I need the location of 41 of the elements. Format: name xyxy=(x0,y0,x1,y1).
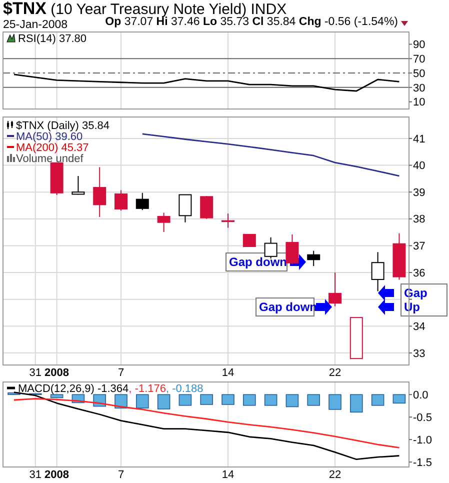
x-tick-label: 14 xyxy=(222,469,234,481)
legend-title: $TNX (Daily) 35.84 xyxy=(16,120,110,132)
chart-title: $TNX (10 Year Treasury Note Yield) INDX xyxy=(3,0,287,18)
text: Op 37.07 Hi 37.46 Lo 35.73 Cl 35.84 Chg -0.56 (-1.54%) xyxy=(105,16,398,28)
chart-subtitle: 25-Jan-2008 xyxy=(3,19,68,31)
x-tick-label: 7 xyxy=(118,367,124,379)
x-tick-label: 2008 xyxy=(44,469,70,481)
y-tick-label: 10 xyxy=(413,96,426,109)
y-tick-label: -1.0 xyxy=(413,434,432,446)
series-label: , -1.176 xyxy=(128,382,166,395)
y-tick-label: 38 xyxy=(413,214,426,226)
x-tick-label: 22 xyxy=(328,469,342,481)
annotation: Volume undef xyxy=(16,152,84,165)
x-tick-label: 2008 xyxy=(44,367,70,379)
x-tick-label: 31 xyxy=(29,469,42,481)
legend-label: MACD(12,26,9) -1.364 xyxy=(18,382,129,395)
annotation: Gap down xyxy=(259,300,317,314)
y-tick-label: 40 xyxy=(413,160,426,172)
x-tick-label: 7 xyxy=(118,469,124,481)
y-tick-label: 37 xyxy=(413,240,426,253)
y-tick-label: 33 xyxy=(413,348,426,360)
x-tick-label: 31 xyxy=(29,367,42,379)
y-tick-label: -0.5 xyxy=(413,412,432,424)
y-tick-label: 30 xyxy=(413,82,426,94)
y-tick-label: 36 xyxy=(413,267,426,280)
y-tick-label: 34 xyxy=(413,320,426,333)
y-tick-label: 50 xyxy=(413,68,426,80)
y-tick-label: 90 xyxy=(413,39,426,52)
x-tick-label: 22 xyxy=(328,367,342,379)
x-tick-label: 14 xyxy=(222,367,234,379)
y-tick-label: -1.5 xyxy=(413,456,432,469)
y-tick-label: 41 xyxy=(413,133,426,146)
legend-label: RSI(14) 37.80 xyxy=(18,32,86,45)
legend-label: MA(50) 39.60 xyxy=(16,130,83,143)
annotation: Gap Up xyxy=(404,286,428,314)
annotation: Gap down xyxy=(229,255,287,270)
y-tick-label: 0.0 xyxy=(413,389,428,402)
y-tick-label: 70 xyxy=(413,53,426,66)
y-tick-label: 39 xyxy=(413,186,426,199)
series-label: , -0.188 xyxy=(166,382,204,395)
legend-label: MA(200) 45.37 xyxy=(16,142,89,154)
